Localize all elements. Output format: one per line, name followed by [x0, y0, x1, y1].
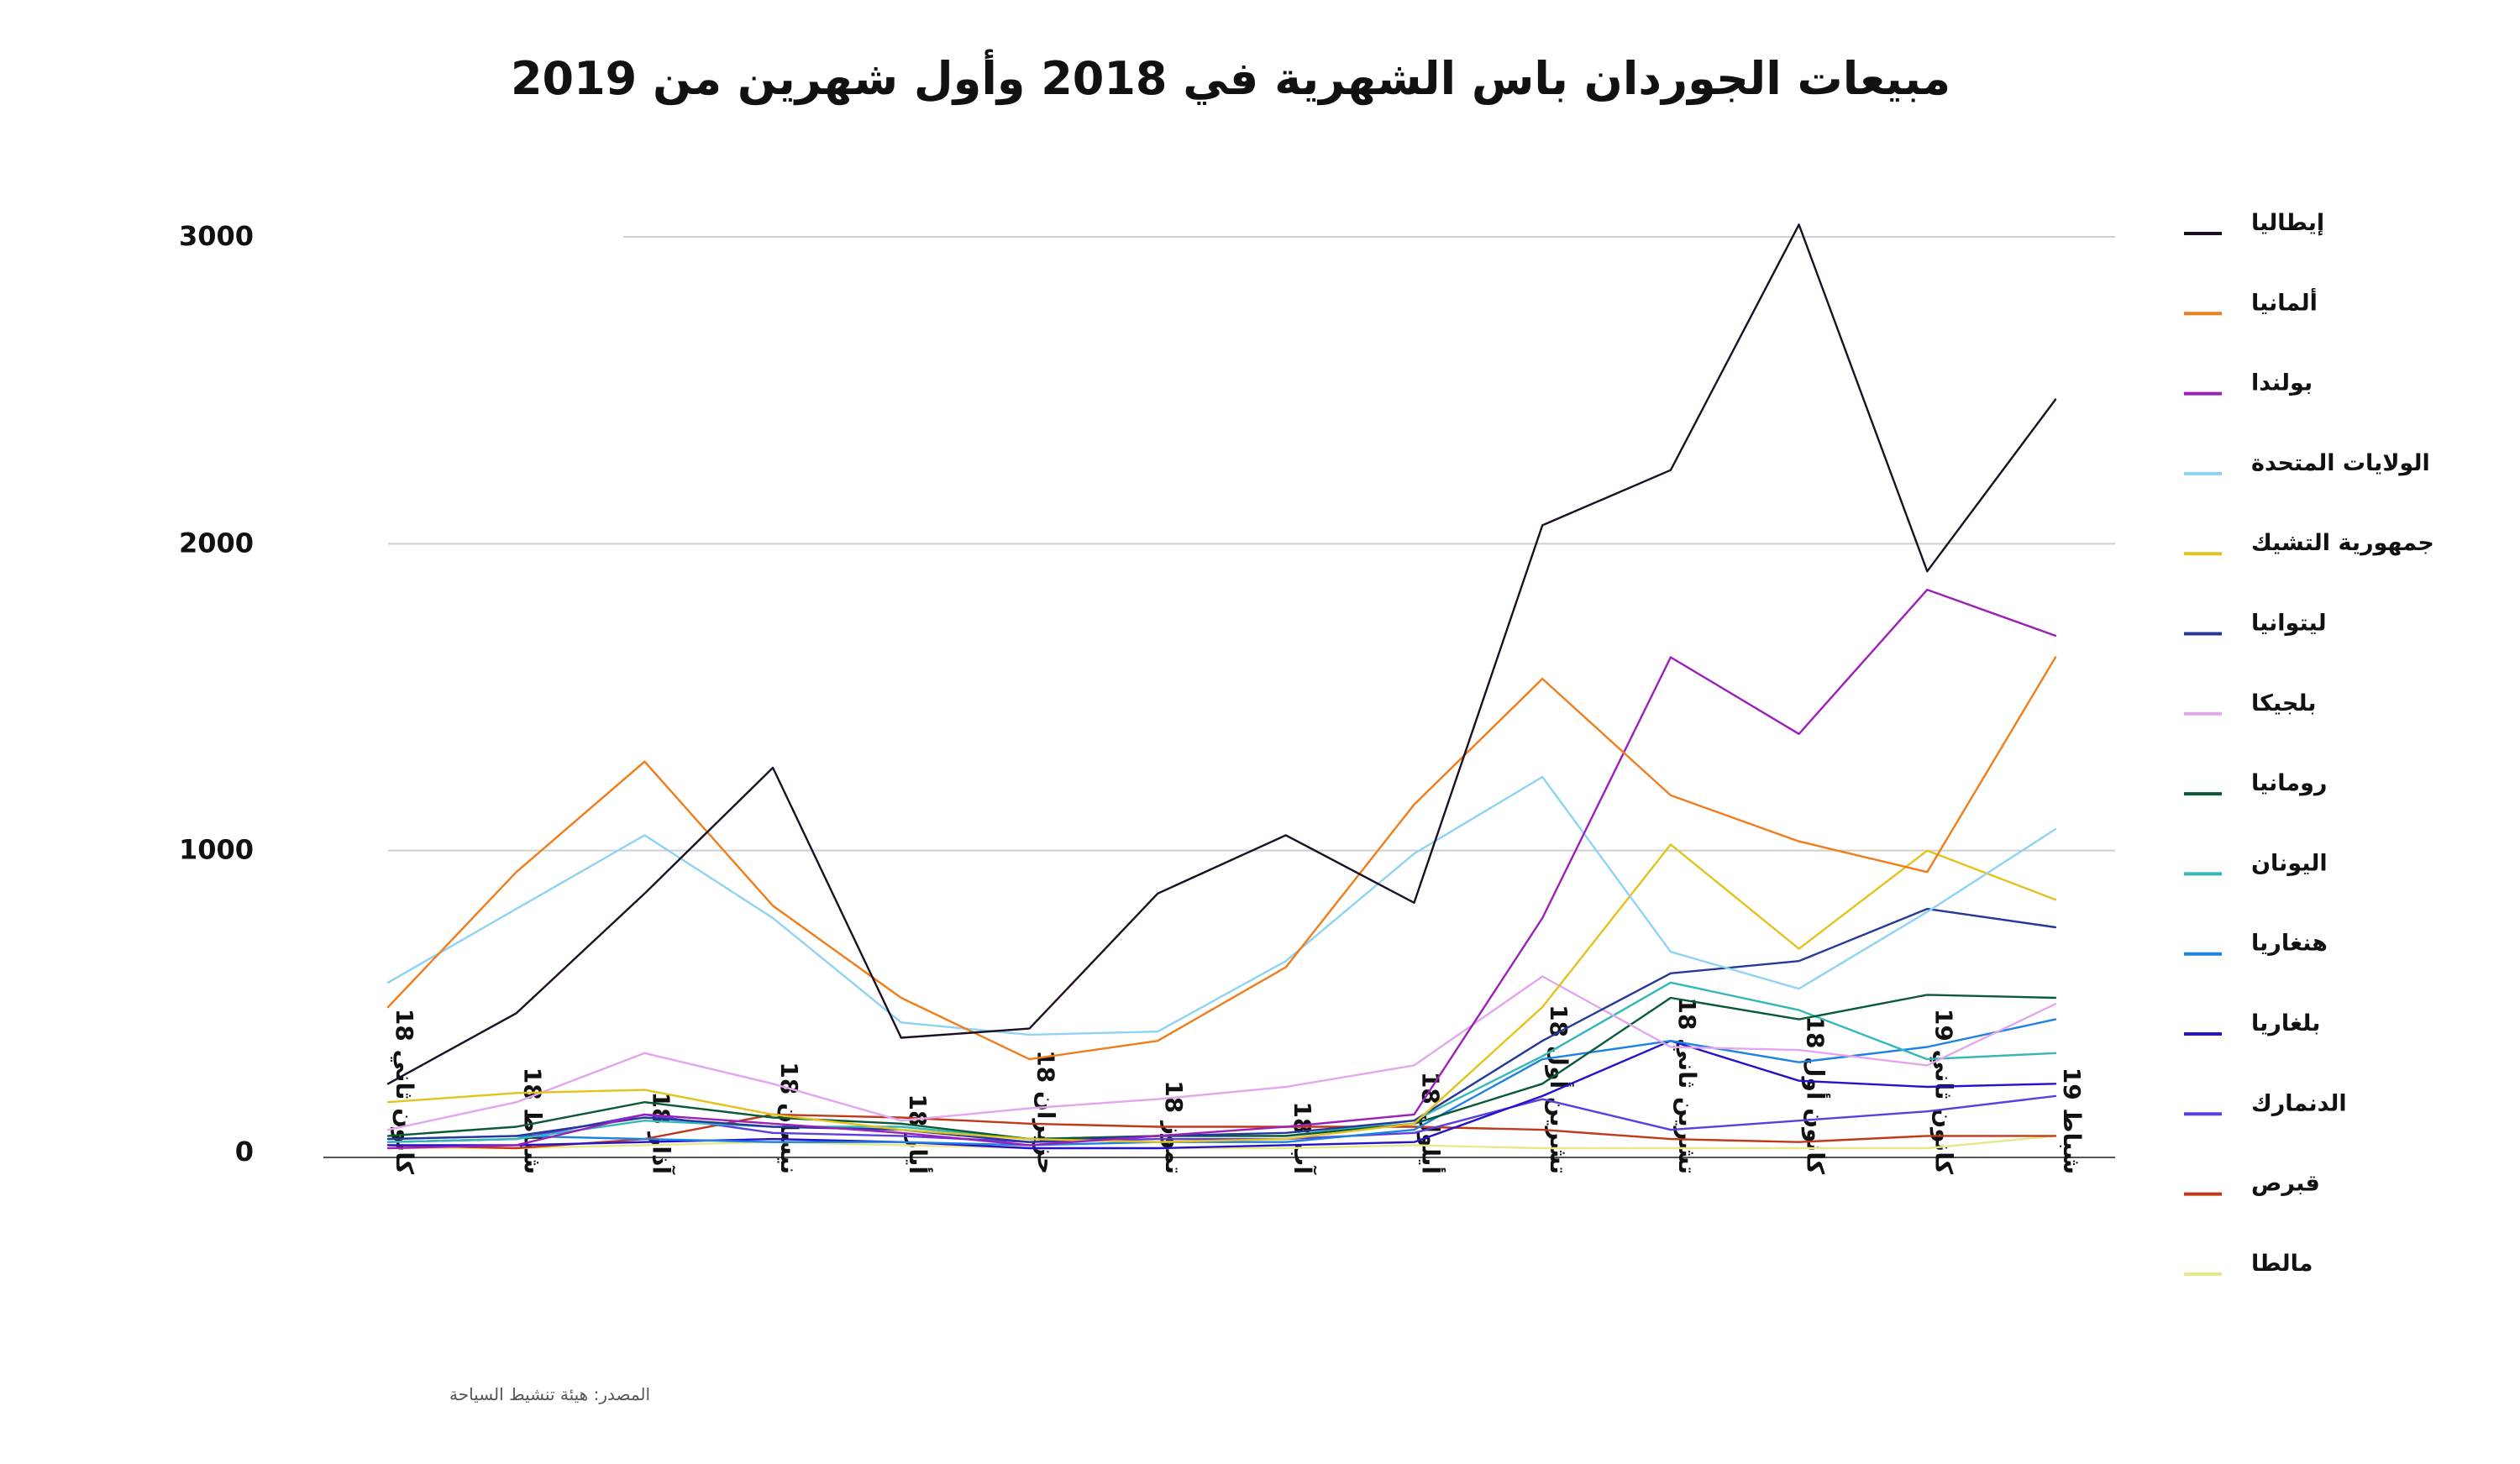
legend-label: مالطا [2251, 1251, 2313, 1277]
x-tick-label: شباط 18 [519, 1068, 547, 1174]
legend-label: رومانيا [2251, 770, 2327, 796]
series-line [386, 223, 2057, 1085]
legend-label: الولايات المتحدة [2251, 450, 2430, 476]
x-tick-label: حزيران 18 [1032, 1050, 1059, 1174]
y-tick-label: 0 [235, 1136, 254, 1168]
legend: إيطاليا ألمانيا بولندا الولايات المتحدة جمهو… [2184, 210, 2434, 1277]
series-line [386, 975, 2057, 1131]
series-lines [386, 223, 2057, 1150]
legend-label: بلغاريا [2251, 1010, 2320, 1036]
series-line [386, 588, 2057, 1150]
legend-label: هنغاريا [2251, 931, 2328, 957]
legend-label: ألمانيا [2251, 287, 2318, 316]
x-tick-label: كانون ثاني 19 [1929, 1009, 1957, 1175]
series-line [386, 843, 2057, 1143]
series-line [386, 1018, 2057, 1147]
legend-label: ليتوانيا [2251, 611, 2327, 637]
series-line [386, 1135, 2057, 1150]
y-tick-label: 2000 [179, 527, 254, 559]
y-axis-ticks: 0 1000 2000 3000 [179, 220, 254, 1168]
x-tick-label: كانون أول 18 [1802, 1015, 1831, 1174]
series-line [386, 1094, 2057, 1143]
series-line [386, 775, 2057, 1036]
legend-label: جمهورية التشيك [2251, 530, 2434, 556]
series-line [386, 1113, 2057, 1150]
chart-title: مبيعات الجوردان باس الشهرية في 2018 وأول… [511, 49, 1950, 105]
y-tick-label: 3000 [179, 220, 254, 252]
legend-label: بلجيكا [2251, 690, 2316, 716]
x-tick-label: كانون ثاني 18 [391, 1009, 418, 1175]
legend-label: الدنمارك [2251, 1090, 2347, 1116]
x-tick-label: شباط 19 [2058, 1068, 2086, 1174]
legend-label: بولندا [2251, 370, 2313, 396]
legend-label: إيطاليا [2251, 210, 2324, 236]
series-line [386, 656, 2057, 1061]
series-line [386, 1039, 2057, 1150]
x-tick-label: تشرين ثاني 18 [1673, 998, 1701, 1174]
legend-label: قبرص [2251, 1171, 2320, 1197]
legend-label: اليونان [2251, 850, 2328, 876]
series-line [386, 994, 2057, 1141]
source-note: المصدر: هيئة تنشيط السياحة [449, 1384, 650, 1404]
y-tick-label: 1000 [179, 834, 254, 866]
gridlines [323, 236, 2115, 1158]
series-line [386, 907, 2057, 1143]
